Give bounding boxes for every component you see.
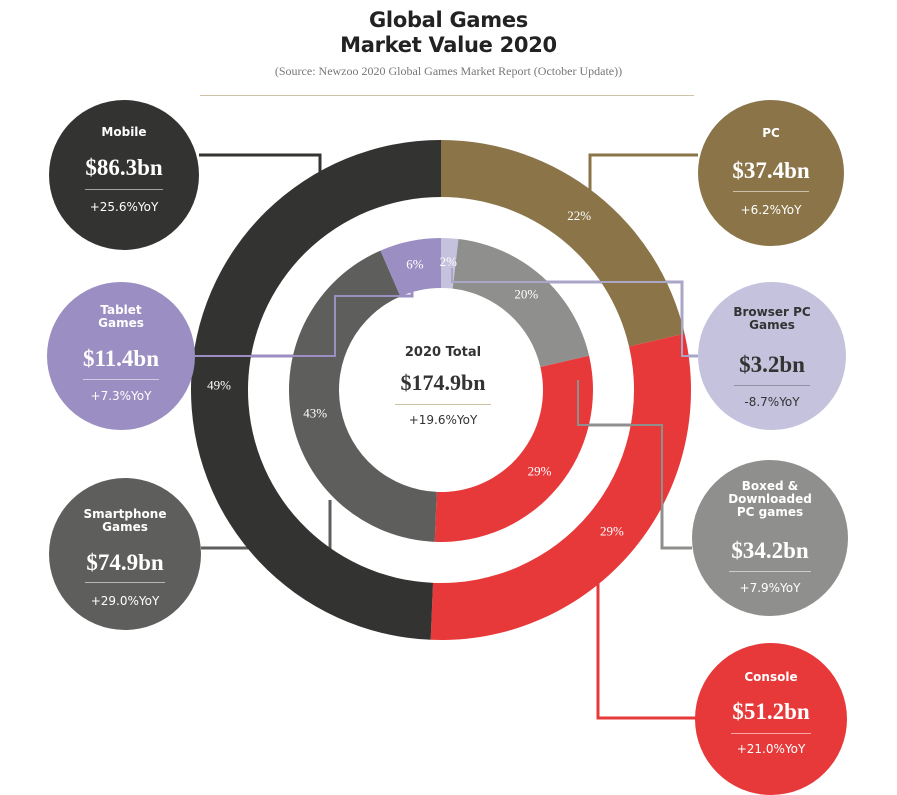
bubble-smartphone-games-divider — [85, 582, 165, 583]
center-divider — [395, 404, 491, 405]
connector-overlay-browser — [451, 268, 698, 357]
outer-ring-slice-console — [430, 333, 691, 641]
connector-overlays — [195, 268, 698, 549]
bubble-console-name: Console — [744, 670, 798, 684]
inner-ring-label-boxed-downloaded-pc-games: 20% — [514, 287, 538, 302]
bubble-browser-pc-games-name: Browser PC Games — [733, 305, 811, 332]
bubble-browser-pc-games: Browser PC Games $3.2bn -8.7%YoY — [698, 282, 846, 430]
center-total-value: $174.9bn — [400, 370, 486, 395]
chart-header: Global Games Market Value 2020 (Source: … — [0, 8, 897, 79]
bubble-mobile-value: $86.3bn — [85, 155, 163, 180]
bubble-smartphone-games: Smartphone Games $74.9bn +29.0%YoY — [49, 478, 201, 630]
bubble-smartphone-games-value: $74.9bn — [86, 550, 164, 575]
connector-overlay-boxed — [577, 380, 692, 549]
bubble-smartphone-games-yoy: +29.0%YoY — [90, 594, 160, 608]
bubble-browser-pc-games-value: $3.2bn — [739, 352, 805, 377]
bubble-tablet-games-divider — [82, 379, 160, 380]
chart-source: (Source: Newzoo 2020 Global Games Market… — [274, 64, 623, 78]
inner-ring-label-tablet-games: 6% — [406, 257, 424, 272]
bubble-pc: PC $37.4bn +6.2%YoY — [698, 100, 844, 246]
bubble-pc-value: $37.4bn — [732, 158, 810, 183]
inner-ring-label-browser-pc-games: 2% — [440, 254, 458, 269]
bubble-tablet-games: Tablet Games $11.4bn +7.3%YoY — [47, 282, 195, 430]
header-divider — [200, 95, 694, 96]
bubble-console-yoy: +21.0%YoY — [736, 742, 806, 756]
chart-title-line-2: Market Value 2020 — [340, 33, 557, 57]
bubble-pc-name: PC — [762, 126, 780, 140]
outer-ring-label-console: 29% — [600, 524, 624, 539]
chart-title-line-1: Global Games — [368, 8, 528, 32]
outer-ring-label-pc: 22% — [567, 208, 591, 223]
outer-ring-slice-mobile — [190, 140, 441, 640]
bubble-browser-pc-games-divider — [733, 385, 811, 386]
center-total-yoy: +19.6%YoY — [408, 413, 478, 427]
bubble-mobile: Mobile $86.3bn +25.6%YoY — [49, 100, 199, 250]
bubble-browser-pc-games-yoy: -8.7%YoY — [744, 395, 800, 409]
bubble-pc-yoy: +6.2%YoY — [740, 203, 802, 217]
inner-ring-slice-tablet-games — [380, 238, 441, 297]
bubble-boxed-downloaded-pc-games-yoy: +7.9%YoY — [739, 581, 801, 595]
bubble-console-value: $51.2bn — [732, 699, 810, 724]
center-total-label: 2020 Total — [404, 345, 482, 360]
bubble-console: Console $51.2bn +21.0%YoY — [695, 643, 847, 795]
inner-ring-slice-console — [434, 355, 593, 542]
inner-ring — [289, 238, 593, 542]
bubble-smartphone-games-name: Smartphone Games — [83, 507, 167, 534]
inner-ring-label-smartphone-games: 43% — [303, 405, 327, 420]
inner-ring-slice-browser-pc-games — [441, 238, 459, 289]
donut-chart: 22% 29% 49% 2% 20% 29% 43% 6% — [190, 140, 698, 720]
bubble-mobile-divider — [85, 189, 163, 190]
outer-ring-label-mobile: 49% — [207, 377, 231, 392]
bubble-pc-divider — [733, 191, 809, 192]
bubble-console-divider — [731, 733, 811, 734]
bubble-boxed-downloaded-pc-games-divider — [729, 571, 811, 572]
bubble-mobile-name: Mobile — [101, 125, 147, 139]
outer-ring-slice-pc — [441, 140, 685, 347]
bubble-boxed-downloaded-pc-games: Boxed & Downloaded PC games $34.2bn +7.9… — [692, 460, 848, 616]
inner-ring-label-console: 29% — [528, 464, 552, 479]
bubble-boxed-downloaded-pc-games-value: $34.2bn — [731, 538, 809, 563]
bubble-tablet-games-yoy: +7.3%YoY — [90, 389, 152, 403]
center-total: 2020 Total $174.9bn +19.6%YoY — [345, 345, 541, 427]
bubble-tablet-games-name: Tablet Games — [98, 303, 144, 330]
ring-percent-labels: 22% 29% 49% 2% 20% 29% 43% 6% — [207, 208, 624, 538]
bubble-boxed-downloaded-pc-games-name: Boxed & Downloaded PC games — [728, 479, 812, 519]
inner-ring-slice-smartphone-games — [289, 250, 437, 542]
connector-overlay-tablet — [195, 268, 413, 357]
connector-console — [596, 540, 697, 720]
inner-ring-slice-boxed-downloaded-pc-games — [452, 239, 590, 368]
bubble-tablet-games-value: $11.4bn — [82, 346, 160, 371]
outer-ring — [190, 140, 691, 641]
bubble-mobile-yoy: +25.6%YoY — [89, 200, 159, 214]
